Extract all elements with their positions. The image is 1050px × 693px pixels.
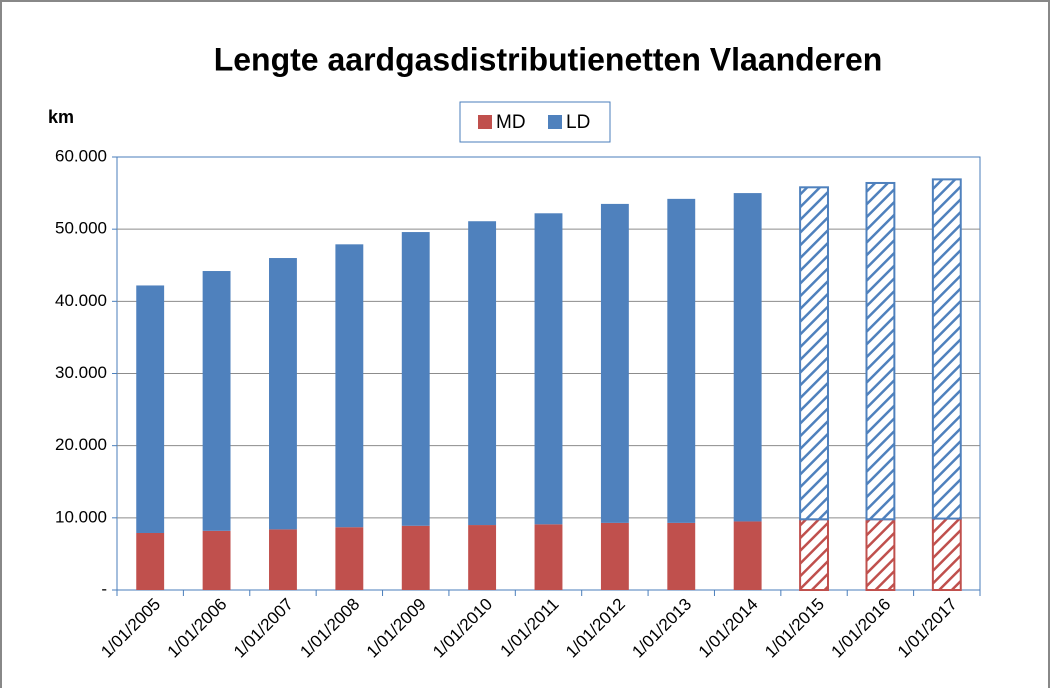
y-tick-label: 20.000	[55, 435, 107, 454]
y-tick-label: -	[101, 579, 107, 598]
bar-segment	[269, 258, 297, 530]
bar-segment	[600, 522, 629, 590]
legend-swatch	[548, 115, 562, 129]
bar-segment	[799, 186, 829, 521]
y-tick-label: 50.000	[55, 219, 107, 238]
bar-segment	[269, 529, 297, 590]
bar-segment	[136, 532, 165, 590]
y-tick-label: 40.000	[55, 291, 107, 310]
bar-segment	[733, 193, 762, 522]
bar-segment	[931, 517, 962, 591]
chart-title: Lengte aardgasdistributienetten Vlaander…	[214, 41, 883, 77]
bar-segment	[667, 522, 696, 590]
bar-segment	[667, 198, 696, 523]
bar-segment	[534, 524, 563, 590]
bar-segment	[468, 221, 497, 526]
bar-segment	[799, 518, 829, 592]
bar-segment	[401, 232, 430, 526]
bar-segment	[468, 525, 497, 590]
bar-segment	[865, 181, 896, 521]
y-tick-label: 60.000	[55, 146, 107, 165]
bar-segment	[335, 527, 364, 590]
legend-label: MD	[496, 112, 526, 133]
legend-label: LD	[566, 112, 590, 133]
bar-segment	[202, 530, 231, 590]
bar-segment	[733, 521, 762, 590]
bar-segment	[136, 285, 165, 533]
bar-segment	[335, 244, 364, 528]
y-axis-label: km	[48, 107, 74, 127]
y-tick-label: 30.000	[55, 363, 107, 382]
legend-swatch	[478, 115, 492, 129]
bar-segment	[534, 213, 563, 525]
bar-segment	[600, 203, 629, 523]
bar-segment	[865, 518, 896, 592]
bar-segment	[202, 271, 231, 531]
bar-segment	[401, 525, 430, 590]
bar-segment	[931, 178, 962, 520]
y-tick-label: 10.000	[55, 507, 107, 526]
